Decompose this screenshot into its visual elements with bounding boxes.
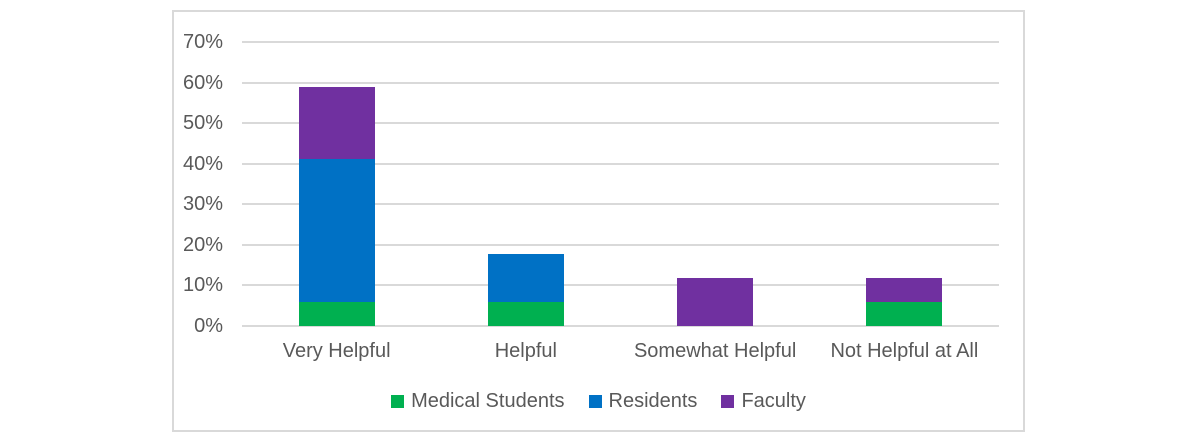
y-tick-label: 20% — [182, 233, 223, 256]
legend: Medical Students Residents Faculty — [174, 390, 1023, 413]
y-tick-label: 10% — [182, 274, 223, 297]
bar-segment — [866, 278, 943, 303]
legend-label: Medical Students — [411, 390, 565, 412]
y-tick-label: 50% — [182, 112, 223, 135]
bar-segment — [298, 302, 375, 326]
chart-frame: 0% 10% 20% 30% 40% 50% 60% 70% Very Helpful Help… — [172, 10, 1025, 432]
y-tick-label: 0% — [194, 315, 223, 337]
category-label: Somewhat Helpful — [633, 340, 797, 362]
y-tick-label: 30% — [182, 193, 223, 216]
legend-item: Medical Students — [391, 390, 565, 413]
gridline — [242, 41, 999, 43]
bar-segment — [487, 302, 564, 326]
bar-segment — [866, 302, 943, 326]
gridline — [242, 284, 999, 287]
category-label: Not Helpful at All — [830, 340, 979, 362]
category-label: Very Helpful — [282, 340, 391, 362]
legend-swatch-icon — [391, 395, 405, 408]
legend-label: Faculty — [741, 390, 806, 412]
y-tick-label: 70% — [182, 31, 223, 53]
legend-item: Residents — [588, 390, 698, 413]
gridline — [242, 122, 999, 125]
legend-label: Residents — [608, 390, 698, 412]
gridline — [242, 203, 999, 206]
gridline — [242, 81, 999, 84]
y-tick-label: 40% — [182, 152, 223, 175]
legend-swatch-icon — [588, 395, 602, 408]
bar-segment — [677, 278, 754, 326]
bar-segment — [298, 87, 375, 159]
y-tick-label: 60% — [182, 71, 223, 94]
bar-segment — [487, 254, 564, 303]
gridline — [242, 325, 999, 327]
gridline — [242, 243, 999, 246]
legend-item: Faculty — [721, 390, 806, 413]
legend-swatch-icon — [721, 395, 735, 408]
category-label: Helpful — [494, 340, 557, 362]
bar-segment — [298, 158, 375, 303]
gridline — [242, 162, 999, 165]
